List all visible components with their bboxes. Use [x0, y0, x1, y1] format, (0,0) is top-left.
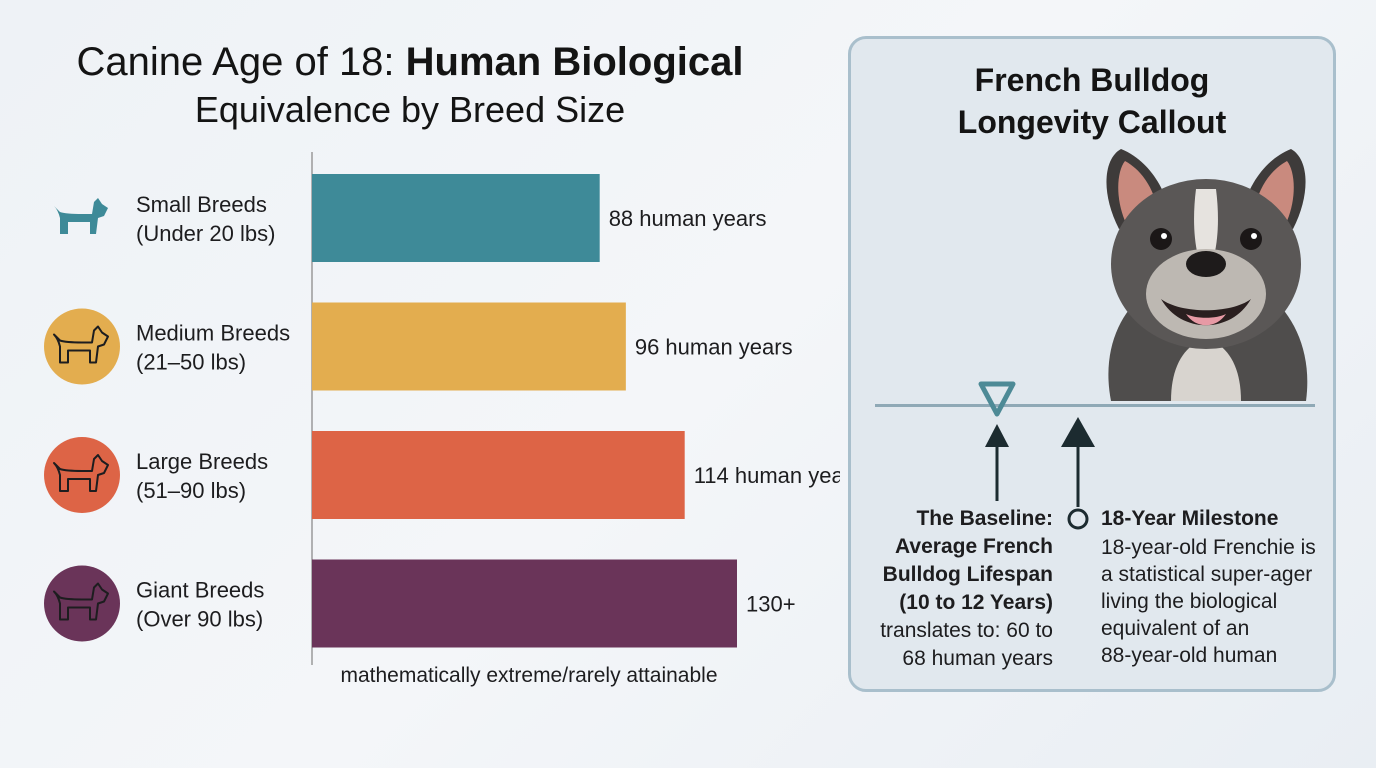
milestone-text-line-5: 88-year-old human	[1101, 644, 1278, 667]
french-bulldog-callout-panel: French Bulldog Longevity Callout	[848, 36, 1336, 692]
value-label: 96 human years	[635, 335, 793, 360]
callout-title-line1: French Bulldog	[974, 62, 1210, 98]
bar	[312, 431, 685, 519]
milestone-text-line-1: 18-year-old Frenchie is	[1101, 536, 1316, 559]
milestone-text-line-2: a statistical super-ager	[1101, 563, 1313, 586]
bar	[312, 174, 600, 262]
milestone-text: 18-Year Milestone 18-year-old Frenchie i…	[1101, 505, 1331, 669]
baseline-text-line-1: translates to: 60 to	[880, 619, 1053, 642]
milestone-bold: 18-Year Milestone	[1101, 507, 1279, 530]
bar	[312, 302, 626, 391]
category-label-line2: (Over 90 lbs)	[136, 607, 263, 632]
baseline-bold-line-2: Average French	[895, 535, 1053, 558]
giant-dog-icon	[44, 565, 120, 642]
milestone-text-line-3: living the biological	[1101, 590, 1278, 613]
value-label: 88 human years	[609, 206, 767, 231]
category-label-line1: Giant Breeds	[136, 578, 264, 603]
callout-markers	[978, 381, 1095, 530]
title-part1: Canine Age of 18:	[76, 40, 406, 84]
baseline-bold-line-4: (10 to 12 Years)	[899, 591, 1053, 614]
baseline-arrow-up-icon	[985, 424, 1009, 501]
chart-title: Canine Age of 18: Human Biological Equiv…	[30, 38, 790, 134]
baseline-bold-line-1: The Baseline:	[916, 507, 1053, 530]
circle-marker-icon	[1067, 508, 1089, 530]
small-dog-icon	[54, 198, 108, 234]
milestone-arrow-up-icon	[1061, 417, 1095, 507]
category-label-line2: (21–50 lbs)	[136, 350, 246, 375]
value-label: 114 human years	[694, 463, 840, 488]
large-dog-icon	[44, 437, 120, 513]
baseline-text: The Baseline: Average French Bulldog Lif…	[863, 505, 1053, 673]
callout-title: French Bulldog Longevity Callout	[851, 59, 1333, 143]
milestone-text-line-4: equivalent of an	[1101, 617, 1250, 640]
title-part2: Equivalence by Breed Size	[194, 89, 626, 130]
category-label-line1: Small Breeds	[136, 192, 267, 217]
callout-divider	[875, 404, 1315, 407]
chart-footnote: mathematically extreme/rarely attainable	[341, 664, 718, 687]
category-label-line1: Medium Breeds	[136, 321, 290, 346]
category-label-line2: (Under 20 lbs)	[136, 221, 275, 246]
category-label-line2: (51–90 lbs)	[136, 478, 246, 503]
medium-dog-icon	[44, 308, 120, 385]
category-label-line1: Large Breeds	[136, 449, 268, 474]
baseline-text-line-2: 68 human years	[902, 647, 1053, 670]
baseline-bold-line-3: Bulldog Lifespan	[882, 563, 1053, 586]
title-part1-bold: Human Biological	[405, 40, 744, 84]
triangle-marker-icon	[978, 381, 1016, 417]
bar-chart: Small Breeds (Under 20 lbs) 88 human years…	[44, 152, 840, 687]
value-label: 130+	[746, 592, 796, 617]
french-bulldog-photo	[1106, 149, 1308, 401]
bar	[312, 559, 737, 648]
callout-title-line2: Longevity Callout	[957, 104, 1227, 140]
